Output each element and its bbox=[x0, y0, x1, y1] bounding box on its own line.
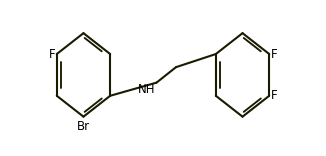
Text: F: F bbox=[49, 48, 55, 61]
Text: F: F bbox=[271, 48, 277, 61]
Text: F: F bbox=[271, 89, 277, 102]
Text: NH: NH bbox=[137, 83, 155, 96]
Text: Br: Br bbox=[77, 120, 90, 133]
